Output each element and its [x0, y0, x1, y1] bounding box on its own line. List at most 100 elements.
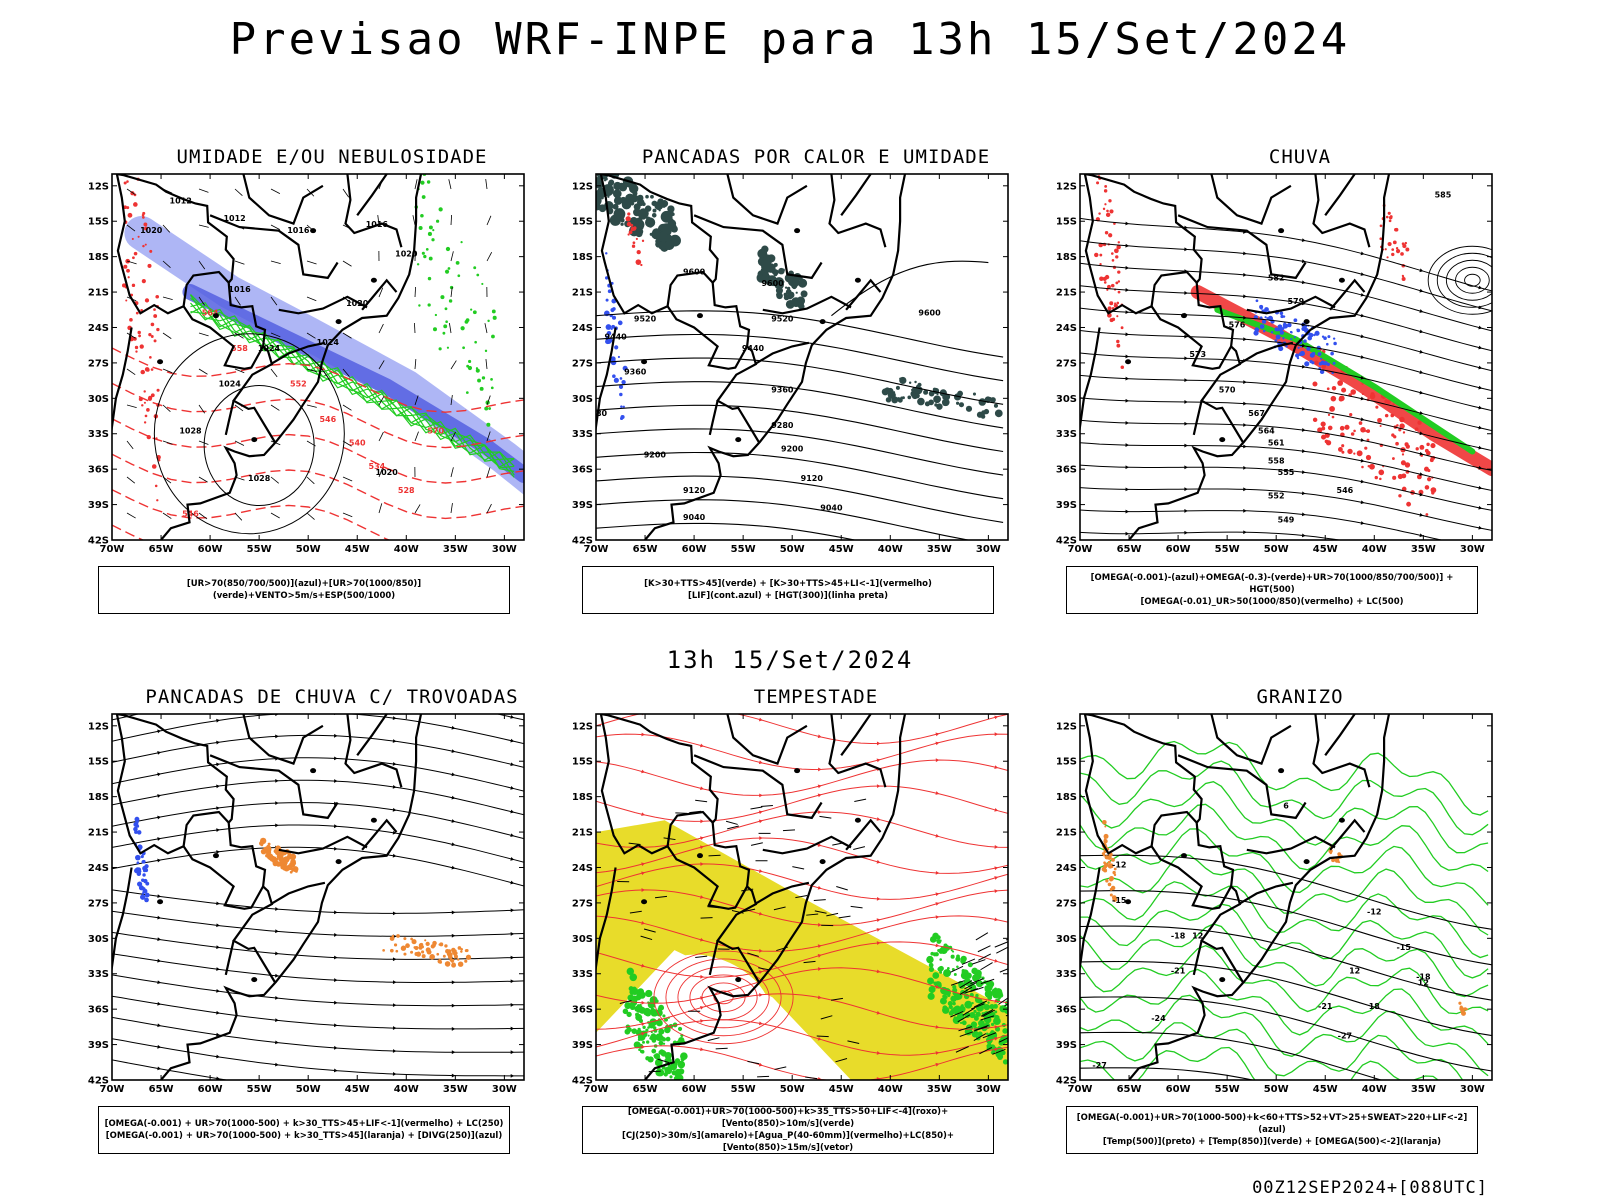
lat-tick-label: 15S [572, 217, 593, 228]
lon-tick-label: 55W [1215, 1084, 1240, 1095]
legend-box: [K>30+TTS>45](verde) + [K>30+TTS>45+LI<-… [582, 566, 994, 614]
lon-tick-label: 55W [731, 1084, 756, 1095]
contour-label: 579 [1287, 297, 1304, 306]
lon-tick-label: 45W [1313, 1084, 1338, 1095]
lon-tick-label: 35W [927, 544, 952, 555]
contour-label: 9360 [624, 368, 647, 377]
contour-label: 9120 [801, 474, 824, 483]
contour-label: 558 [1268, 456, 1285, 465]
lat-tick-label: 21S [88, 288, 109, 299]
lat-tick-label: 24S [1056, 863, 1077, 874]
lon-tick-label: 35W [927, 1084, 952, 1095]
lat-tick-label: 18S [1056, 252, 1077, 263]
contour-label: 9600 [918, 309, 941, 318]
lat-tick-label: 39S [1056, 500, 1077, 511]
contour-label: 1028 [248, 474, 271, 483]
lon-tick-label: 60W [1166, 544, 1191, 555]
lon-tick-label: 65W [633, 1084, 658, 1095]
panel-granizo: GRANIZO -12 -15 -18 -21 -24 -27 -12 -15 -18 -21 -2… [1050, 686, 1550, 1156]
lat-tick-label: 12S [572, 181, 593, 192]
contour-label: 546 [1337, 486, 1354, 495]
lat-tick-label: 36S [88, 1005, 109, 1016]
contour-label: -15 [1396, 943, 1411, 952]
contour-label: -12 [1367, 908, 1381, 917]
lat-tick-label: 42S [572, 536, 593, 547]
lat-tick-label: 42S [572, 1076, 593, 1087]
coastline-borders [112, 174, 423, 540]
contour-label: 549 [1278, 515, 1295, 524]
panel-title: CHUVA [1268, 146, 1332, 168]
contour-label: 582 [1268, 273, 1285, 282]
lon-tick-label: 70W [100, 544, 125, 555]
lat-tick-label: 30S [572, 394, 593, 405]
contour-label: 528 [398, 486, 415, 495]
lon-tick-label: 65W [1117, 1084, 1142, 1095]
lon-tick-label: 55W [731, 544, 756, 555]
coastline-borders [1080, 714, 1391, 1080]
lon-tick-label: 55W [247, 544, 272, 555]
panel-tempestade: TEMPESTADE 12S 15S 18S 21S 24S 27S 30S 33S 36S 39… [566, 686, 1066, 1156]
lon-tick-label: 60W [198, 544, 223, 555]
panel-umidade: UMIDADE E/OU NEBULOSIDADE 1012 1012 1016 10… [82, 146, 582, 616]
lat-tick-label: 21S [572, 828, 593, 839]
lat-tick-label: 18S [88, 792, 109, 803]
contour-label: 9200 [644, 450, 667, 459]
contour-label: 9520 [771, 315, 794, 324]
contour-label: 1012 [170, 197, 192, 206]
contour-label: 552 [290, 380, 307, 389]
lat-tick-label: 33S [572, 429, 593, 440]
lon-tick-label: 70W [1068, 544, 1093, 555]
legend-box: [OMEGA(-0.001)-(azul)+OMEGA(-0.3)-(verde… [1066, 566, 1478, 614]
contour-label: 540 [349, 439, 366, 448]
contour-label: 552 [1268, 492, 1285, 501]
contour-label: 18 [1369, 1002, 1381, 1011]
lon-tick-label: 70W [1068, 1084, 1093, 1095]
lat-tick-label: 18S [572, 792, 593, 803]
lon-tick-label: 50W [780, 1084, 805, 1095]
contour-label: 576 [1229, 320, 1246, 329]
lat-tick-label: 24S [572, 323, 593, 334]
page-title: Previsao WRF-INPE para 13h 15/Set/2024 [229, 14, 1351, 65]
contour-label: -24 [1151, 1014, 1166, 1023]
lon-tick-label: 70W [584, 1084, 609, 1095]
lon-tick-label: 65W [149, 1084, 174, 1095]
lat-tick-label: 36S [88, 465, 109, 476]
lat-tick-label: 15S [572, 757, 593, 768]
contour-label: 564 [202, 309, 219, 318]
lon-tick-label: 35W [1411, 1084, 1436, 1095]
contour-label: 1028 [179, 427, 202, 436]
legend-line: [OMEGA(-0.001) + UR>70(1000-500) + k>30_… [104, 1119, 504, 1129]
lon-tick-label: 65W [1117, 544, 1142, 555]
coastline-borders [596, 714, 907, 1080]
lat-tick-label: 30S [88, 934, 109, 945]
lat-tick-label: 15S [88, 217, 109, 228]
contour-label: 9200 [781, 444, 804, 453]
contour-label: -18 [1171, 931, 1186, 940]
contour-label: 9040 [683, 513, 706, 522]
lat-tick-label: 30S [1056, 394, 1077, 405]
contour-label: 546 [182, 509, 199, 518]
contour-label: -12 [1112, 860, 1126, 869]
lat-tick-label: 39S [572, 500, 593, 511]
panel-pancadas-calor: PANCADAS POR CALOR E UMIDADE 9600 9600 952… [566, 146, 1066, 616]
contour-label: 555 [1278, 468, 1295, 477]
contour-label: -27 [1092, 1061, 1106, 1070]
lat-tick-label: 36S [572, 465, 593, 476]
lon-tick-label: 30W [492, 544, 517, 555]
lon-tick-label: 40W [1362, 544, 1387, 555]
lon-tick-label: 65W [149, 544, 174, 555]
lat-tick-label: 33S [572, 969, 593, 980]
lat-tick-label: 30S [88, 394, 109, 405]
lat-tick-label: 21S [88, 828, 109, 839]
coastline-borders [1080, 174, 1391, 540]
contour-label: 1024 [317, 338, 340, 347]
contour-label: 1020 [346, 299, 369, 308]
contour-label: 12 [1349, 967, 1360, 976]
contour-label: 1020 [376, 468, 399, 477]
lon-tick-label: 45W [1313, 544, 1338, 555]
lat-tick-label: 12S [1056, 721, 1077, 732]
lat-tick-label: 36S [572, 1005, 593, 1016]
lat-tick-label: 42S [1056, 536, 1077, 547]
contour-label: 1020 [395, 250, 418, 259]
